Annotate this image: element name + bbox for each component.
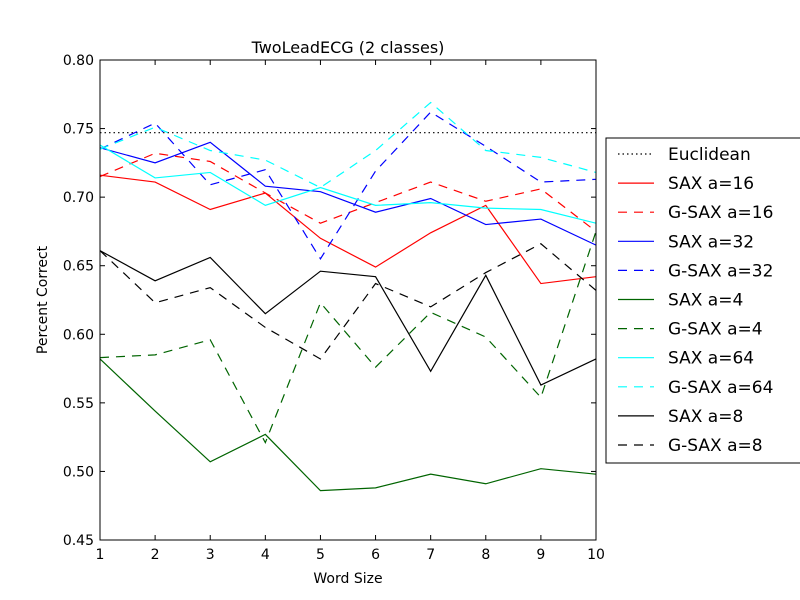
series-line-sax-a-8 — [100, 250, 596, 386]
series-line-sax-a-64 — [100, 144, 596, 224]
legend-frame — [605, 137, 800, 464]
legend-label-g-sax-a-4: G-SAX a=4 — [668, 320, 763, 340]
series-line-sax-a-16 — [100, 174, 596, 285]
chart-title: TwoLeadECG (2 classes) — [251, 38, 445, 57]
ticks-layer: 1 2 3 4 5 6 7 8 9 10 0.45 0.50 0.55 0.60 0.65 0.70 0.75 0… — [63, 53, 605, 563]
x-tick-label: 9 — [536, 547, 545, 563]
legend-label-sax-a-4: SAX a=4 — [668, 291, 743, 311]
legend-label-sax-a-64: SAX a=64 — [668, 349, 754, 369]
y-tick-label: 0.55 — [63, 396, 94, 412]
legend-label-sax-a-16: SAX a=16 — [668, 174, 754, 194]
x-tick-label: 7 — [426, 547, 435, 563]
y-tick-label: 0.65 — [63, 259, 94, 275]
series-line-g-sax-a-64 — [100, 101, 596, 189]
y-axis-label: Percent Correct — [35, 245, 51, 354]
y-tick-label: 0.60 — [63, 327, 94, 343]
legend-label-sax-a-8: SAX a=8 — [668, 407, 743, 427]
legend-label-g-sax-a-64: G-SAX a=64 — [668, 378, 773, 398]
x-tick-label: 6 — [371, 547, 380, 563]
y-tick-label: 0.50 — [63, 464, 94, 480]
y-tick-label: 0.75 — [63, 122, 94, 138]
x-tick-label: 5 — [316, 547, 325, 563]
y-tick-label: 0.45 — [63, 533, 94, 549]
x-tick-label: 10 — [587, 547, 605, 563]
legend-label-g-sax-a-32: G-SAX a=32 — [668, 261, 773, 281]
legend-label-g-sax-a-16: G-SAX a=16 — [668, 203, 773, 223]
legend-label-euclidean: Euclidean — [668, 145, 751, 165]
series-layer — [100, 101, 596, 492]
legend-label-g-sax-a-8: G-SAX a=8 — [668, 436, 763, 456]
series-line-sax-a-32 — [100, 141, 596, 246]
y-tick-label: 0.80 — [63, 53, 94, 69]
series-line-sax-a-4 — [100, 358, 596, 492]
x-tick-label: 3 — [206, 547, 215, 563]
series-line-g-sax-a-16 — [100, 152, 596, 232]
plot-frame — [99, 59, 597, 541]
legend-label-sax-a-32: SAX a=32 — [668, 232, 754, 252]
x-tick-label: 1 — [96, 547, 105, 563]
series-line-g-sax-a-8 — [100, 243, 596, 360]
series-line-g-sax-a-32 — [100, 111, 596, 260]
legend: Euclidean SAX a=16 G-SAX a=16 SAX a=32 G-SAX… — [605, 137, 800, 464]
x-axis-label: Word Size — [313, 571, 382, 587]
x-tick-label: 8 — [481, 547, 490, 563]
y-tick-label: 0.70 — [63, 190, 94, 206]
series-line-g-sax-a-4 — [100, 231, 596, 445]
x-tick-label: 4 — [261, 547, 270, 563]
x-tick-label: 2 — [151, 547, 160, 563]
